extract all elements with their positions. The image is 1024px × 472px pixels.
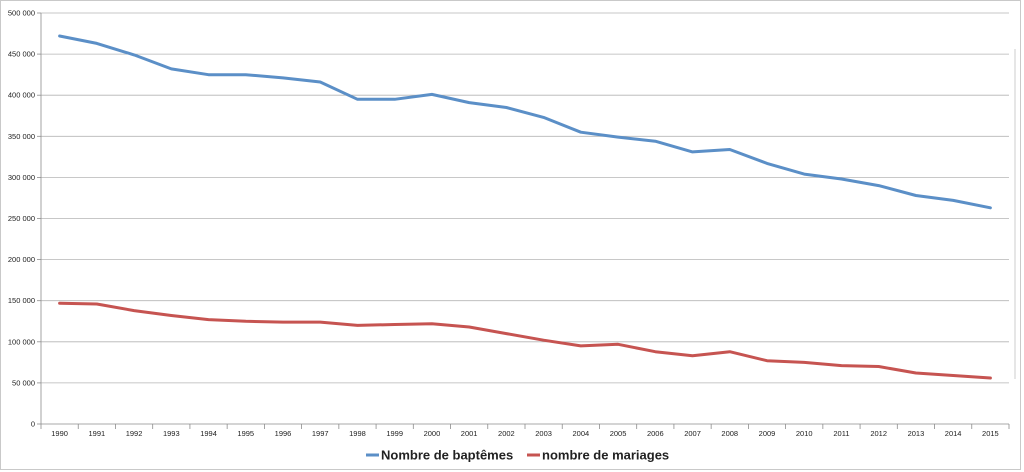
x-tick-label: 1996 xyxy=(275,429,292,438)
x-tick-label: 2002 xyxy=(498,429,515,438)
x-tick-label: 2006 xyxy=(647,429,664,438)
y-tick-labels: 0 50 000 100 000 150 000 200 000 250 000 300 0… xyxy=(8,9,35,429)
x-tick-label: 2007 xyxy=(684,429,701,438)
gridlines xyxy=(41,12,1009,384)
x-tick-label: 2008 xyxy=(721,429,738,438)
x-tick-label: 1999 xyxy=(386,429,403,438)
x-tick-label: 2012 xyxy=(870,429,887,438)
x-tick-label: 1995 xyxy=(237,429,254,438)
x-tick-label: 2013 xyxy=(908,429,925,438)
series-lines xyxy=(58,34,992,380)
axes xyxy=(37,12,1010,429)
x-tick-label: 2001 xyxy=(461,429,478,438)
y-tick-label: 400 000 xyxy=(8,91,35,100)
series-line-2 xyxy=(58,301,992,380)
y-tick-label: 500 000 xyxy=(8,9,35,18)
plot-right-edge xyxy=(1014,49,1016,379)
x-tick-label: 2009 xyxy=(759,429,776,438)
x-tick-label: 2000 xyxy=(424,429,441,438)
y-tick-label: 450 000 xyxy=(8,50,35,59)
x-tick-label: 2014 xyxy=(945,429,962,438)
x-tick-label: 2005 xyxy=(610,429,627,438)
legend-label: nombre de mariages xyxy=(542,448,669,463)
x-tick-label: 2010 xyxy=(796,429,813,438)
x-tick-label: 1990 xyxy=(51,429,68,438)
legend-label: Nombre de baptêmes xyxy=(381,448,513,463)
y-tick-label: 200 000 xyxy=(8,255,35,264)
x-tick-label: 2011 xyxy=(833,429,849,438)
y-tick-label: 150 000 xyxy=(8,296,35,305)
x-tick-label: 2004 xyxy=(573,429,590,438)
x-tick-label: 1997 xyxy=(312,429,329,438)
y-tick-label: 300 000 xyxy=(8,173,35,182)
series-line-1 xyxy=(58,34,992,210)
x-tick-label: 2003 xyxy=(535,429,552,438)
x-tick-label: 1992 xyxy=(126,429,143,438)
legend: Nombre de baptêmes nombre de mariages xyxy=(366,448,669,463)
y-tick-label: 250 000 xyxy=(8,214,35,223)
y-tick-label: 50 000 xyxy=(12,378,35,387)
x-tick-label: 1998 xyxy=(349,429,366,438)
y-tick-label: 0 xyxy=(31,420,35,429)
x-tick-labels: 1990 1991 1992 1993 1994 1995 1996 1997 1998 1999… xyxy=(51,429,998,438)
x-tick-label: 2015 xyxy=(982,429,999,438)
x-tick-label: 1994 xyxy=(200,429,217,438)
y-tick-label: 350 000 xyxy=(8,132,35,141)
x-tick-label: 1993 xyxy=(163,429,180,438)
y-tick-label: 100 000 xyxy=(8,337,35,346)
x-tick-label: 1991 xyxy=(89,429,106,438)
